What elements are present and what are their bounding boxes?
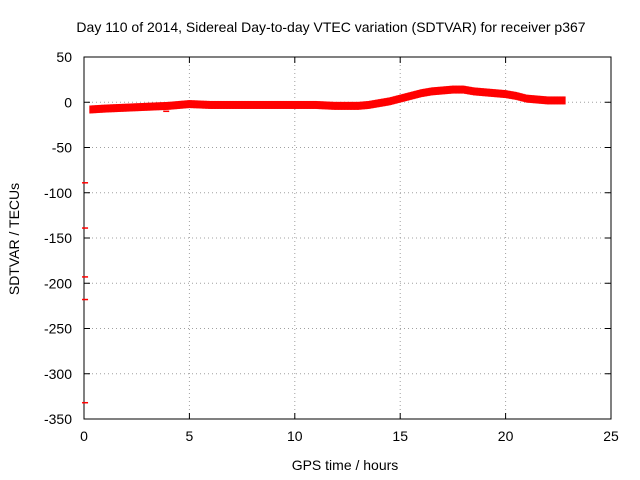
x-axis-title: GPS time / hours — [292, 457, 399, 473]
x-tick-label: 0 — [80, 428, 88, 444]
y-tick-label: -200 — [44, 275, 72, 291]
x-tick-label: 25 — [603, 428, 619, 444]
y-tick-label: -50 — [52, 140, 72, 156]
y-tick-label: -300 — [44, 366, 72, 382]
y-tick-label: -100 — [44, 185, 72, 201]
y-tick-label: -350 — [44, 411, 72, 427]
grid — [84, 57, 611, 419]
x-tick-label: 15 — [392, 428, 408, 444]
x-tick-label: 5 — [186, 428, 194, 444]
chart-title: Day 110 of 2014, Sidereal Day-to-day VTE… — [76, 19, 585, 35]
axis-ticks: 0 5 10 15 20 25 -350 -300 -250 -200 -150 -100 -50 0 50 — [44, 49, 619, 444]
y-axis-title: SDTVAR / TECUs — [6, 183, 22, 295]
y-tick-label: -250 — [44, 321, 72, 337]
y-tick-label: -150 — [44, 230, 72, 246]
y-tick-label: 0 — [64, 94, 72, 110]
data-points — [82, 85, 566, 404]
x-tick-label: 20 — [498, 428, 514, 444]
x-tick-label: 10 — [287, 428, 303, 444]
y-tick-label: 50 — [56, 49, 72, 65]
plot-frame — [83, 56, 612, 420]
